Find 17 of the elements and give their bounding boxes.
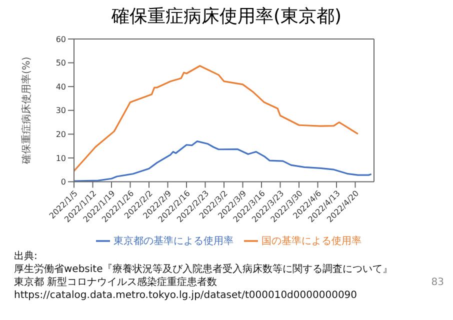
y-tick-label: 10 [56, 154, 66, 163]
legend-label: 国の基準による使用率 [262, 236, 362, 247]
y-tick-label: 30 [56, 106, 66, 116]
y-tick-label: 50 [56, 58, 66, 68]
text: 厚生労働省website『療養状況等及び入院患者受入病床数等に関する調査について』 [14, 263, 394, 276]
y-axis-title: 確保重症病床使用率(%) [20, 56, 33, 166]
line-series [74, 65, 359, 172]
y-tick-label: 0 [60, 178, 66, 187]
text: 83 [431, 276, 444, 289]
legend-label: 東京都の基準による使用率 [114, 236, 234, 247]
text: https://catalog.data.metro.tokyo.lg.jp/dataset/t000010d0000000090 [14, 289, 358, 302]
y-tick-label: 60 [56, 34, 66, 44]
source-note: 出典: [14, 250, 38, 263]
y-tick-label: 20 [56, 130, 66, 139]
text: 東京都 新型コロナウイルス感染症重症患者数 [14, 277, 218, 288]
y-tick-label: 40 [56, 82, 66, 92]
chart-title: 確保重症病床使用率(東京都) [110, 5, 343, 28]
